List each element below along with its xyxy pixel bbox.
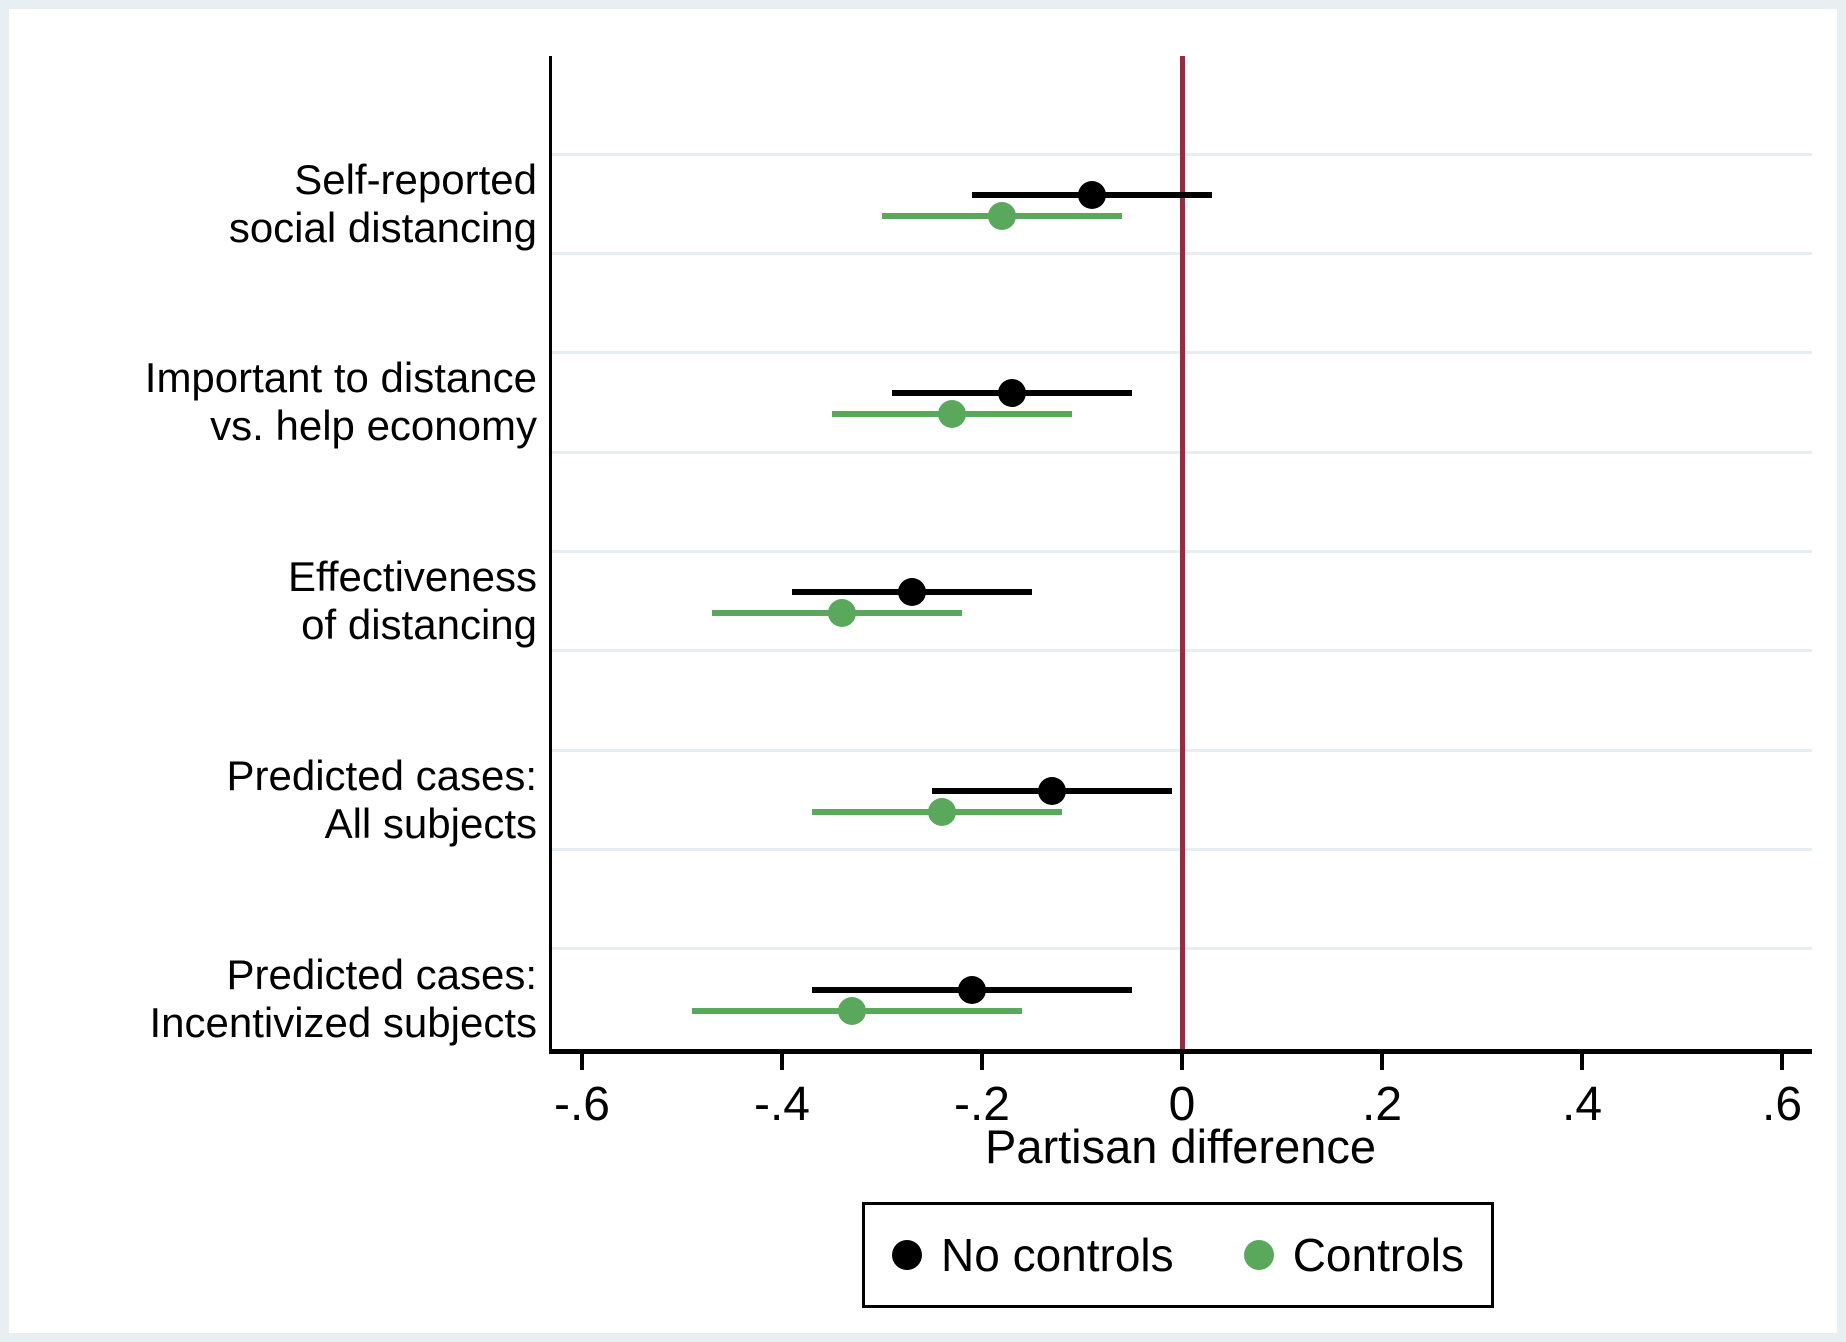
row-label-line: Predicted cases: — [226, 751, 538, 799]
row-label-line: vs. help economy — [210, 402, 537, 450]
row-label: Effectiveness of distancing — [49, 553, 537, 649]
x-tick-label: -.6 — [553, 1078, 610, 1131]
row-label-line: social distancing — [228, 203, 537, 251]
marker-no-controls — [898, 578, 926, 607]
row-label-line: Self-reported — [294, 155, 537, 203]
row-label: Predicted cases: Incentivized subjects — [49, 951, 537, 1047]
row-label-line: Predicted cases: — [226, 950, 538, 998]
controls-marker-icon — [1243, 1240, 1274, 1270]
x-tick-label: -.4 — [753, 1078, 810, 1131]
marker-no-controls — [1078, 180, 1106, 209]
marker-controls — [928, 797, 956, 826]
x-tick — [780, 1054, 784, 1070]
marker-no-controls — [958, 975, 986, 1004]
x-tick-label: .2 — [1361, 1078, 1403, 1131]
x-tick — [580, 1054, 584, 1070]
row-label-line: All subjects — [324, 799, 537, 847]
marker-controls — [988, 201, 1016, 230]
x-tick — [1780, 1054, 1784, 1070]
plot-area — [549, 56, 1812, 1054]
row-label-line: of distancing — [301, 601, 537, 649]
marker-no-controls — [1038, 776, 1066, 805]
x-tick — [1380, 1054, 1384, 1070]
legend-label-controls: Controls — [1292, 1229, 1464, 1281]
legend-entry-controls: Controls — [1243, 1228, 1464, 1282]
no-controls-marker-icon — [892, 1240, 922, 1270]
marker-controls — [838, 996, 866, 1025]
legend: No controls Controls — [862, 1202, 1494, 1308]
row-label-line: Incentivized subjects — [149, 998, 537, 1046]
row-label: Predicted cases: All subjects — [49, 751, 538, 848]
x-tick-label: 0 — [1168, 1078, 1196, 1131]
row-label: Self-reported social distancing — [49, 156, 537, 252]
zero-reference-line — [1179, 56, 1185, 1049]
row-label-line: Effectiveness — [287, 553, 537, 601]
row-label-line: Important to distance — [144, 354, 537, 402]
x-tick-label: .6 — [1761, 1078, 1803, 1131]
marker-no-controls — [998, 379, 1026, 408]
legend-label-no-controls: No controls — [941, 1229, 1174, 1281]
x-tick-label: .4 — [1561, 1078, 1603, 1131]
marker-controls — [828, 599, 856, 628]
x-tick — [1180, 1054, 1184, 1070]
x-tick — [980, 1054, 984, 1070]
legend-entry-no-controls: No controls — [892, 1228, 1174, 1282]
row-label: Important to distance vs. help economy — [49, 354, 537, 450]
marker-controls — [938, 400, 966, 429]
x-tick-label: -.2 — [953, 1078, 1010, 1131]
x-tick — [1580, 1054, 1584, 1070]
x-axis-title: Partisan difference — [984, 1120, 1377, 1173]
